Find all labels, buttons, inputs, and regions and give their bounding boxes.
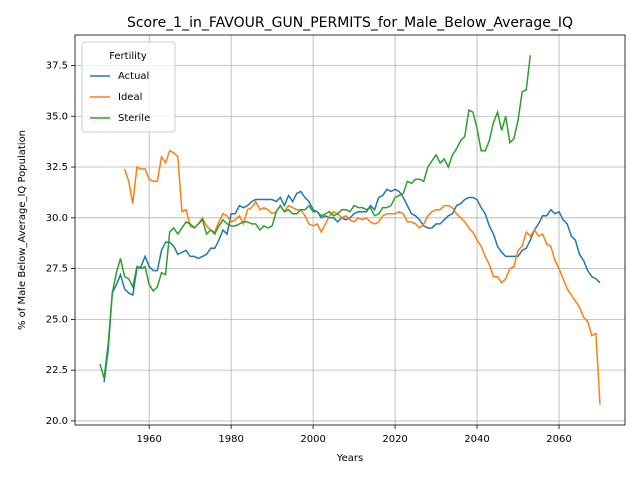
legend-label: Actual — [118, 71, 149, 82]
x-tick-label: 1960 — [136, 434, 161, 445]
legend-box — [81, 41, 176, 133]
y-tick-label: 22.5 — [46, 365, 68, 376]
legend-label: Sterile — [118, 113, 150, 124]
y-tick-label: 35.0 — [46, 111, 68, 122]
plot-frame — [74, 34, 626, 426]
line-series — [103, 188, 601, 383]
legend: Fertility Actual Ideal Sterile — [81, 41, 176, 133]
y-axis-label: % of Male Below_Average_IQ Population — [17, 130, 28, 330]
y-tick-label: 27.5 — [46, 264, 68, 275]
x-tick-label: 2020 — [382, 434, 407, 445]
line-series — [123, 149, 601, 405]
y-tick-label: 25.0 — [46, 314, 68, 325]
chart-title: Score_1_in_FAVOUR_GUN_PERMITS_for_Male_B… — [127, 15, 573, 31]
x-tick-label: 2040 — [464, 434, 489, 445]
y-tick-label: 20.0 — [46, 416, 68, 427]
x-axis-label: Years — [336, 453, 363, 464]
y-tick-label: 30.0 — [46, 213, 68, 224]
legend-label: Ideal — [118, 92, 142, 103]
y-tick-label: 37.5 — [46, 60, 68, 71]
x-tick-label: 1980 — [218, 434, 243, 445]
y-tick-label: 32.5 — [46, 162, 68, 173]
line-series — [99, 55, 532, 379]
legend-title: Fertility — [109, 51, 147, 62]
x-tick-label: 2060 — [546, 434, 571, 445]
x-tick-label: 2000 — [300, 434, 325, 445]
